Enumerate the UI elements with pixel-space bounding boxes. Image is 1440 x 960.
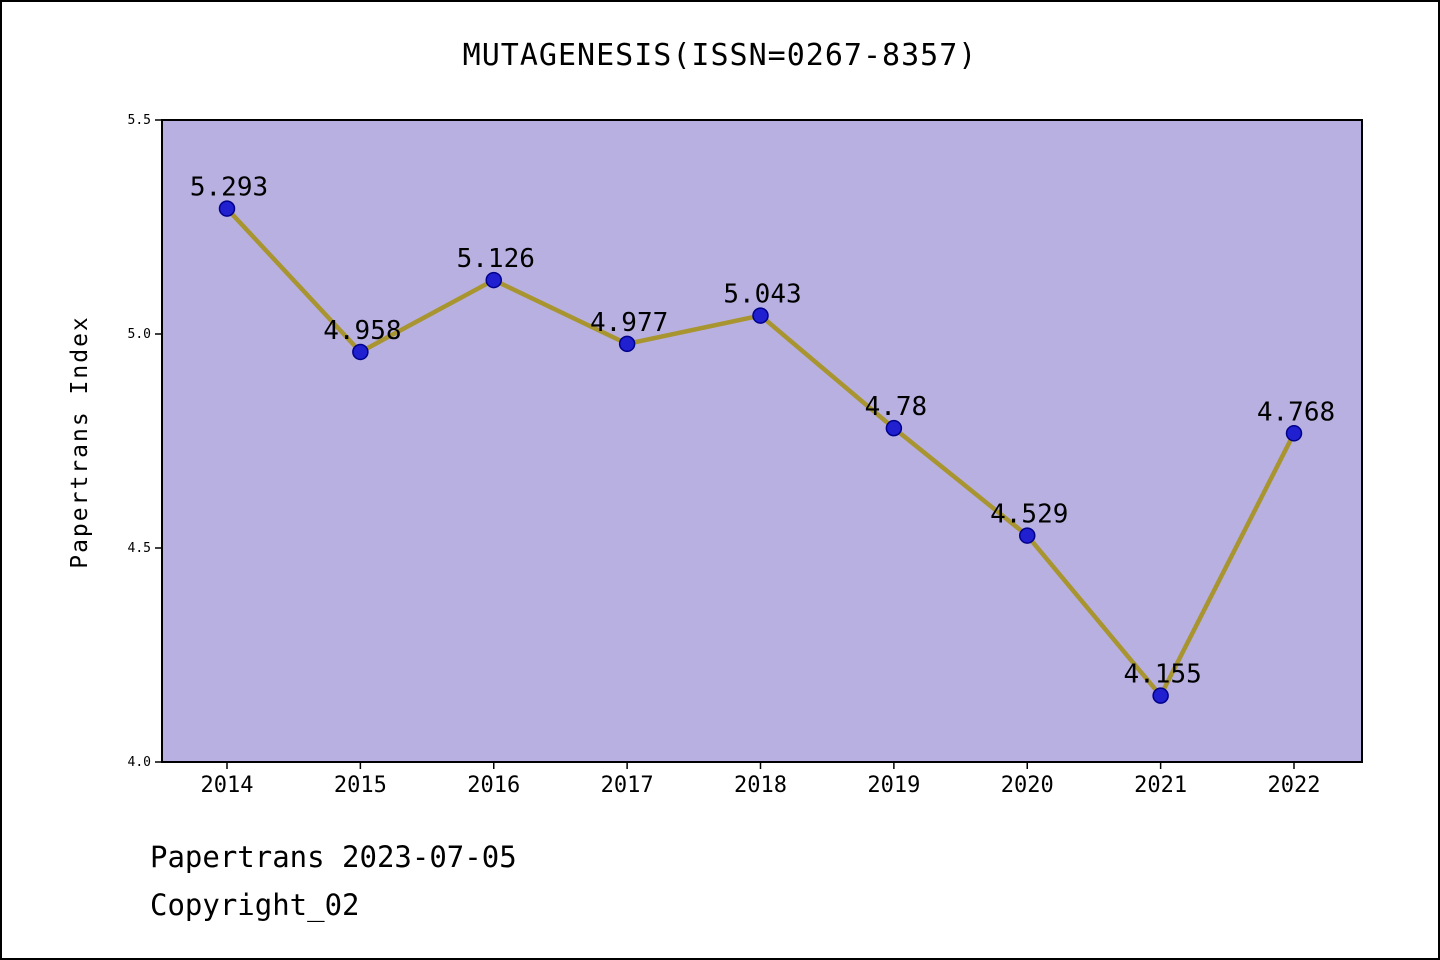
footer-source-date: Papertrans 2023-07-05	[150, 840, 517, 874]
footer-copyright: Copyright_02	[150, 888, 360, 922]
svg-text:2014: 2014	[201, 773, 254, 798]
svg-text:5.126: 5.126	[457, 244, 535, 274]
svg-text:2018: 2018	[734, 773, 787, 798]
svg-text:2017: 2017	[601, 773, 654, 798]
svg-text:2022: 2022	[1268, 773, 1321, 798]
svg-text:2019: 2019	[867, 773, 920, 798]
svg-text:4.958: 4.958	[323, 316, 401, 346]
svg-text:2020: 2020	[1001, 773, 1054, 798]
svg-text:5.0: 5.0	[128, 327, 151, 342]
svg-text:5.293: 5.293	[190, 173, 268, 203]
svg-text:4.529: 4.529	[990, 500, 1068, 530]
chart-title: MUTAGENESIS(ISSN=0267-8357)	[462, 38, 978, 73]
svg-text:5.5: 5.5	[128, 113, 151, 128]
svg-text:2021: 2021	[1134, 773, 1187, 798]
svg-text:4.0: 4.0	[128, 755, 151, 770]
svg-text:4.155: 4.155	[1123, 660, 1201, 690]
svg-text:2016: 2016	[467, 773, 520, 798]
svg-text:4.5: 4.5	[128, 541, 151, 556]
svg-text:4.977: 4.977	[590, 308, 668, 338]
svg-text:4.78: 4.78	[865, 392, 928, 422]
svg-text:5.043: 5.043	[723, 280, 801, 310]
svg-text:2015: 2015	[334, 773, 387, 798]
svg-text:4.768: 4.768	[1257, 397, 1335, 427]
